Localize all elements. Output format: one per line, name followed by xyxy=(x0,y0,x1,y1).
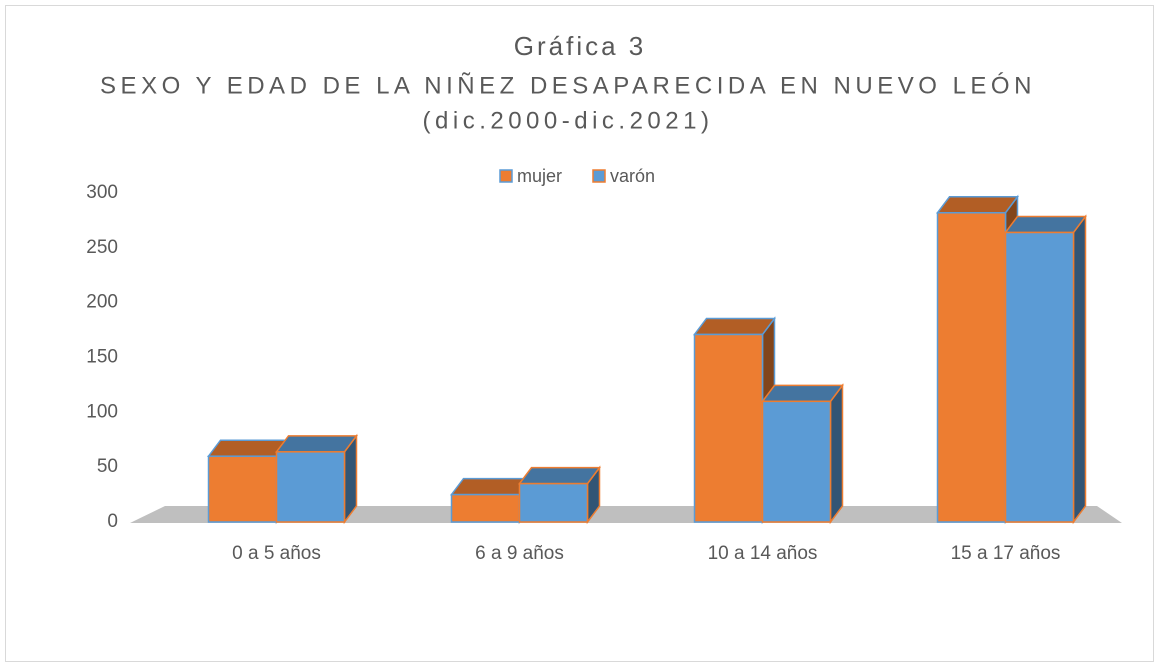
chart-title: Gráfica 3 xyxy=(514,31,647,61)
y-tick-label: 300 xyxy=(86,182,118,203)
chart-subtitle: (dic.2000-dic.2021) xyxy=(423,107,714,134)
bar-top xyxy=(275,435,358,453)
bar-top xyxy=(518,466,601,485)
x-tick-label: 6 a 9 años xyxy=(475,543,564,564)
y-tick-label: 50 xyxy=(97,456,118,477)
legend-swatch xyxy=(499,169,513,183)
bar-top xyxy=(693,317,776,336)
bar-top xyxy=(761,384,844,403)
bar xyxy=(518,482,589,523)
legend-label: varón xyxy=(610,166,655,186)
bar-top xyxy=(936,195,1019,214)
y-tick-label: 150 xyxy=(86,347,118,368)
y-tick-label: 250 xyxy=(86,237,118,258)
x-tick-label: 10 a 14 años xyxy=(708,543,818,564)
bar-side xyxy=(1072,214,1087,525)
y-tick-label: 0 xyxy=(107,511,118,532)
bar-top xyxy=(1004,215,1087,234)
bar xyxy=(450,493,521,523)
bar xyxy=(761,400,832,523)
chart-subtitle: SEXO Y EDAD DE LA NIÑEZ DESAPARECIDA EN … xyxy=(100,72,1036,99)
legend-swatch xyxy=(592,169,606,183)
legend-label: mujer xyxy=(517,166,562,186)
bar xyxy=(936,211,1007,523)
x-tick-label: 15 a 17 años xyxy=(951,543,1061,564)
bar xyxy=(275,451,346,523)
bar-side xyxy=(829,383,844,525)
bar xyxy=(693,333,764,523)
floor xyxy=(130,506,1122,523)
y-tick-label: 100 xyxy=(86,401,118,422)
bar xyxy=(1004,231,1075,523)
y-tick-label: 200 xyxy=(86,292,118,313)
x-tick-label: 0 a 5 años xyxy=(232,543,321,564)
bar xyxy=(207,455,278,523)
